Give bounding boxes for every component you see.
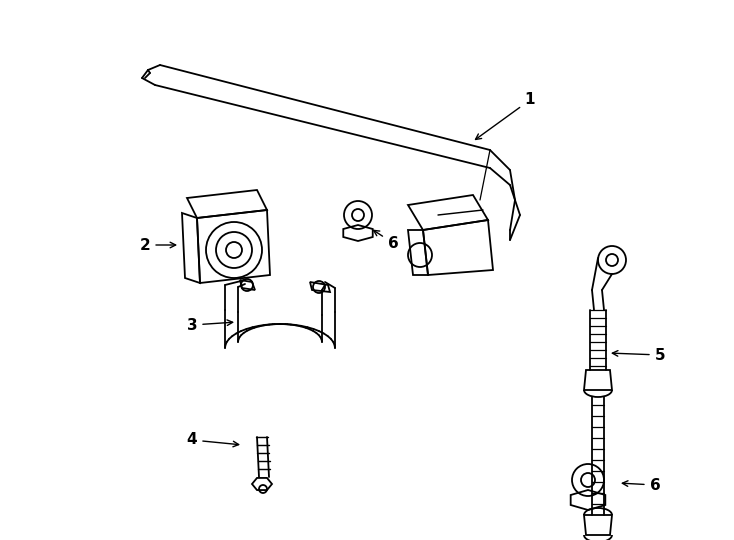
Text: 6: 6: [374, 231, 399, 251]
Text: 4: 4: [186, 433, 239, 448]
Text: 1: 1: [476, 92, 535, 139]
Text: 6: 6: [622, 477, 661, 492]
Text: 3: 3: [186, 318, 233, 333]
Text: 2: 2: [139, 238, 175, 253]
Text: 5: 5: [612, 348, 665, 362]
